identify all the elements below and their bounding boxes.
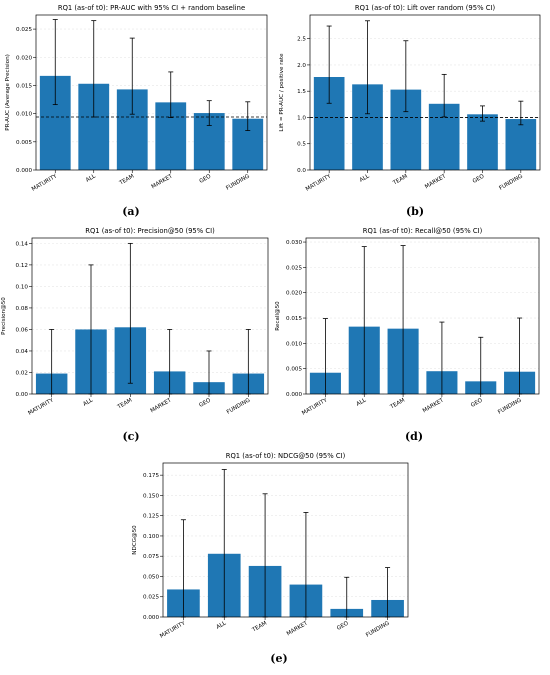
x-tick-label: FUNDING [225, 174, 251, 192]
x-tick-label: ALL [85, 173, 97, 184]
x-tick-label: MARKET [151, 173, 175, 190]
x-tick-label: FUNDING [498, 174, 524, 192]
panel-caption: (c) [122, 430, 139, 443]
y-tick-label: 0.025 [16, 27, 32, 33]
panel-caption: (d) [405, 430, 423, 443]
x-tick-label: MATURITY [305, 173, 333, 193]
y-tick-label: 0.000 [286, 392, 302, 398]
axes-frame [35, 14, 268, 171]
y-tick-label: 0.150 [143, 493, 159, 499]
chart-title: RQ1 (as-of t0): PR-AUC with 95% CI + ran… [58, 4, 245, 12]
y-axis-label: NDCG@50 [132, 525, 138, 555]
y-axis-label: Precision@50 [1, 297, 7, 335]
x-tick-label: GEO [472, 173, 486, 185]
x-tick-label: ALL [359, 173, 371, 184]
x-tick-label: ALL [216, 620, 228, 631]
y-tick-label: 0.010 [286, 341, 302, 347]
panel-caption: (a) [122, 205, 140, 218]
y-tick-label: 0.010 [16, 112, 32, 118]
x-tick-label: TEAM [116, 397, 134, 411]
y-tick-label: 2.0 [297, 63, 306, 69]
y-tick-label: 0.000 [16, 168, 32, 174]
x-tick-label: ALL [82, 397, 94, 408]
x-tick-label: TEAM [118, 173, 136, 187]
y-tick-label: 2.5 [297, 37, 306, 43]
x-tick-label: MATURITY [159, 620, 187, 640]
x-tick-label: GEO [199, 173, 213, 185]
chart-title: RQ1 (as-of t0): Recall@50 (95% CI) [363, 227, 483, 235]
x-tick-label: TEAM [389, 397, 407, 411]
x-tick-label: TEAM [391, 173, 409, 187]
chart-panel-b: 0.0 0.5 1.0 1.5 2.0 2.5 MATURITY ALL TEAM MARKET G… [279, 4, 541, 218]
y-tick-label: 0.030 [286, 240, 302, 246]
y-axis-label: PR-AUC (Average Precision) [5, 54, 11, 131]
y-tick-label: 0.08 [16, 306, 29, 312]
x-tick-label: MARKET [422, 397, 446, 414]
y-axis-label: Recall@50 [275, 301, 281, 331]
x-tick-label: TEAM [251, 620, 269, 634]
y-tick-label: 0.5 [297, 142, 306, 148]
y-tick-label: 0.175 [143, 473, 159, 479]
x-tick-label: GEO [336, 620, 350, 632]
axes-frame [309, 14, 541, 171]
y-tick-label: 0.06 [16, 327, 29, 333]
panel-caption: (b) [406, 205, 424, 218]
x-tick-label: MATURITY [31, 173, 59, 193]
y-tick-label: 0.100 [143, 534, 159, 540]
chart-panel-c: 0.00 0.02 0.04 0.06 0.08 0.10 0.12 0.14 MATURITY… [1, 227, 269, 443]
y-tick-label: 0.00 [16, 392, 29, 398]
y-tick-label: 0.0 [297, 168, 306, 174]
chart-panel-e: 0.000 0.025 0.050 0.075 0.100 0.125 0.150 0.175… [132, 452, 409, 665]
y-tick-label: 0.04 [16, 349, 29, 355]
x-tick-label: FUNDING [226, 398, 252, 416]
y-tick-label: 1.0 [297, 115, 306, 121]
x-tick-label: MARKET [424, 173, 448, 190]
y-tick-label: 0.125 [143, 514, 159, 520]
y-tick-label: 0.12 [16, 263, 28, 269]
y-tick-label: 0.020 [286, 291, 302, 297]
x-tick-label: MARKET [150, 397, 174, 414]
y-tick-label: 0.000 [143, 615, 159, 621]
y-tick-label: 0.050 [143, 574, 159, 580]
bar [467, 114, 498, 170]
y-tick-label: 0.005 [16, 140, 32, 146]
x-tick-label: GEO [470, 397, 484, 409]
x-tick-label: MARKET [286, 620, 310, 637]
chart-panel-d: 0.000 0.005 0.010 0.015 0.020 0.025 0.030 MATUR… [275, 227, 540, 443]
chart-title: RQ1 (as-of t0): Precision@50 (95% CI) [85, 227, 215, 235]
axes-frame [31, 237, 269, 395]
y-tick-label: 0.015 [286, 316, 302, 322]
panel-caption: (e) [270, 652, 287, 665]
bar [505, 119, 537, 170]
y-tick-label: 0.14 [16, 241, 29, 247]
axes-frame [305, 237, 540, 395]
chart-title: RQ1 (as-of t0): Lift over random (95% CI… [355, 4, 496, 12]
y-tick-label: 0.020 [16, 55, 32, 61]
y-tick-label: 0.10 [16, 284, 29, 290]
x-tick-label: MATURITY [301, 397, 329, 417]
y-tick-label: 0.005 [286, 367, 302, 373]
y-axis-label: Lift = PR-AUC / positive rate [279, 53, 285, 132]
axes-frame [162, 462, 409, 618]
x-tick-label: MATURITY [27, 397, 55, 417]
x-tick-label: ALL [356, 397, 368, 408]
x-tick-label: FUNDING [365, 621, 391, 639]
chart-title: RQ1 (as-of t0): NDCG@50 (95% CI) [226, 452, 346, 460]
y-tick-label: 0.075 [143, 554, 159, 560]
x-tick-label: GEO [198, 397, 212, 409]
y-tick-label: 0.025 [143, 595, 159, 601]
y-tick-label: 1.5 [297, 89, 306, 95]
y-tick-label: 0.025 [286, 265, 302, 271]
x-tick-label: FUNDING [497, 398, 523, 416]
y-tick-label: 0.015 [16, 83, 32, 89]
y-tick-label: 0.02 [16, 370, 28, 376]
chart-panel-a: 0.000 0.005 0.010 0.015 0.020 0.025 MATURITY AL… [5, 4, 268, 218]
